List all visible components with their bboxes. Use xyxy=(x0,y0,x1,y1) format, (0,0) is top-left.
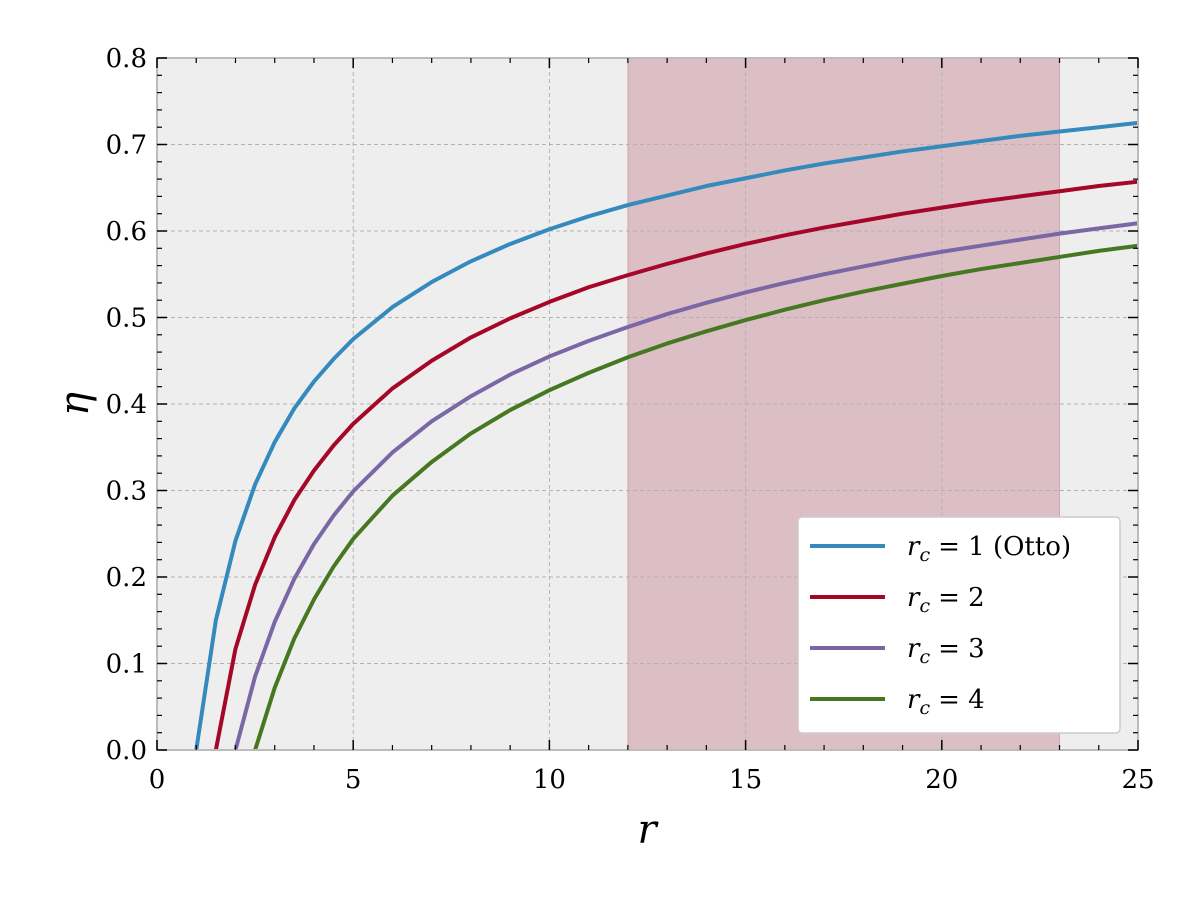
x-axis-label: r xyxy=(637,807,659,853)
legend-label-1: rc = 1 (Otto) xyxy=(907,532,1071,566)
series-line-3 xyxy=(233,221,1139,751)
series-lines xyxy=(194,120,1139,751)
x-tick-label: 20 xyxy=(925,765,958,795)
y-tick-label: 0.7 xyxy=(106,131,147,161)
tick-marks xyxy=(156,57,1139,751)
y-axis-label: η xyxy=(52,392,98,416)
y-tick-label: 0.2 xyxy=(106,563,147,593)
x-tick-label: 15 xyxy=(729,765,762,795)
series-line-4 xyxy=(253,243,1139,751)
y-tick-label: 0.3 xyxy=(106,477,147,507)
legend-label-2: rc = 2 xyxy=(907,583,985,617)
x-tick-label: 5 xyxy=(345,765,362,795)
legend-label-3: rc = 3 xyxy=(907,634,985,668)
legend: rc = 1 (Otto) rc = 2 rc = 3 rc = 4 xyxy=(797,516,1121,734)
x-tick-label: 10 xyxy=(533,765,566,795)
y-tick-label: 0.5 xyxy=(106,304,147,334)
series-line-2 xyxy=(213,179,1139,751)
grid-lines xyxy=(157,58,1138,750)
x-tick-label: 25 xyxy=(1121,765,1154,795)
y-tick-label: 0.0 xyxy=(106,736,147,766)
legend-box xyxy=(797,516,1121,734)
y-tick-label: 0.8 xyxy=(106,44,147,74)
y-tick-label: 0.6 xyxy=(106,217,147,247)
series-line-1 xyxy=(194,120,1139,751)
tick-labels: 0 5 10 15 20 25 0.0 0.1 0.2 0.3 0.4 0.5 0.6 0.7 0.8 xyxy=(106,44,1155,795)
y-tick-label: 0.1 xyxy=(106,650,147,680)
legend-label-4: rc = 4 xyxy=(907,685,985,719)
x-tick-label: 0 xyxy=(149,765,166,795)
y-tick-label: 0.4 xyxy=(106,390,147,420)
